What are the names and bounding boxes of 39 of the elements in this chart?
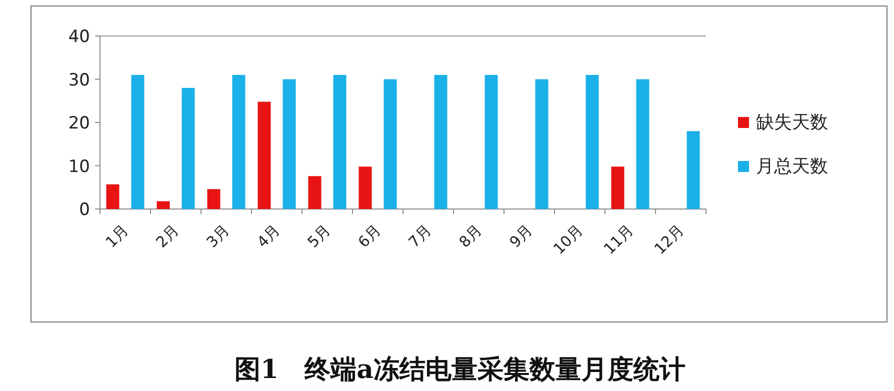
x-tick-label: 11月 [600, 221, 638, 258]
bar [586, 74, 599, 209]
legend-label: 月总天数 [756, 156, 828, 177]
bar [384, 79, 397, 209]
text: 图1 终端a冻结电量采集数量月度统计 [234, 355, 686, 385]
bar [282, 79, 296, 209]
x-tick-label: 3月 [202, 221, 234, 252]
bar [106, 184, 120, 209]
x-tick-label: 6月 [354, 221, 385, 252]
y-tick-label: 40 [68, 27, 90, 47]
bar [156, 201, 170, 209]
x-tick-label: 8月 [455, 221, 486, 252]
bar [535, 79, 548, 209]
bar [611, 166, 624, 209]
bar [308, 176, 322, 209]
y-tick-label: 10 [68, 156, 90, 177]
bar [131, 74, 144, 209]
x-tick-label: 7月 [404, 221, 436, 252]
bar [258, 102, 271, 209]
x-tick-label: 2月 [152, 221, 183, 252]
y-tick-label: 20 [68, 114, 90, 134]
x-tick-label: 12月 [650, 221, 688, 258]
x-tick-label: 1月 [102, 221, 132, 252]
bar [358, 166, 372, 209]
x-tick-label: 4月 [253, 221, 284, 252]
bar [686, 131, 700, 209]
bar [232, 74, 246, 209]
y-tick-label: 30 [68, 70, 90, 90]
bar [484, 74, 498, 209]
bar [333, 74, 346, 209]
x-tick-label: 9月 [506, 221, 536, 252]
x-tick-label: 10月 [550, 221, 587, 258]
bar [207, 189, 220, 209]
bar [636, 79, 650, 209]
bar [182, 88, 195, 209]
bar [434, 74, 448, 209]
x-tick-label: 5月 [304, 221, 334, 252]
legend-label: 缺失天数 [756, 112, 828, 133]
y-tick-label: 0 [79, 200, 90, 220]
